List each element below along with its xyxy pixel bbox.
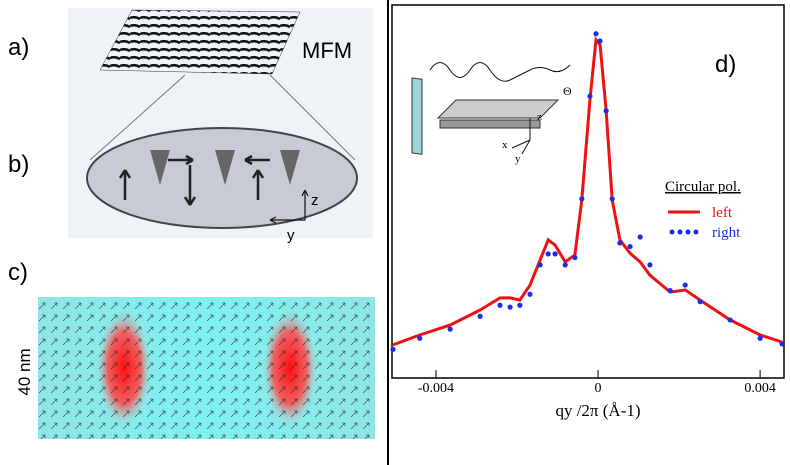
series-point: [757, 335, 763, 341]
plot: -0.004 0 0.004 left right: [390, 31, 785, 396]
vector-field: [38, 297, 375, 439]
series-point: [517, 302, 523, 308]
legend-title: Circular pol.: [665, 179, 741, 195]
series-point: [537, 262, 543, 268]
x-tick-label: 0.004: [744, 381, 776, 396]
mfm-label: MFM: [302, 38, 352, 63]
series-point: [417, 335, 423, 341]
legend-label: left: [712, 205, 733, 221]
closure-domains: [150, 150, 300, 185]
detector: [411, 77, 423, 155]
series-point: [779, 341, 785, 347]
series-point: [447, 326, 453, 332]
panel-label: b): [8, 151, 29, 178]
panel-label: c): [8, 259, 28, 286]
inset-schematic: [411, 62, 571, 155]
series-point: [552, 251, 558, 257]
series-point: [667, 287, 673, 294]
inset-axis: Θ: [563, 84, 572, 98]
x-axis-label: qy /2π (Å-1): [555, 401, 640, 420]
series-point: [647, 262, 653, 268]
series-point: [609, 196, 615, 202]
series-point: [545, 251, 551, 257]
mfm-image: [99, 9, 301, 75]
inset-axis: y: [515, 153, 521, 165]
x-tick-label: -0.004: [418, 381, 454, 396]
panel-label: a): [8, 34, 29, 61]
plot-frame: [391, 4, 785, 379]
inset-axes: [511, 118, 531, 155]
panel-ab: [68, 8, 373, 238]
inset-axis: z: [537, 111, 542, 123]
beam: [429, 62, 571, 82]
legend-swatch: [677, 229, 683, 235]
axis-z: z: [311, 192, 319, 209]
series-point: [562, 262, 568, 268]
series-point: [727, 317, 733, 323]
series-point: [587, 93, 593, 99]
sample: [436, 99, 560, 119]
series-point: [682, 282, 688, 288]
x-tick-label: 0: [595, 381, 602, 396]
legend-swatch: [685, 229, 691, 235]
series-point: [593, 31, 599, 37]
series-point: [617, 240, 623, 246]
series-point: [390, 346, 396, 352]
series-point: [627, 243, 633, 250]
scale-label: 40 nm: [15, 348, 34, 395]
series-point: [603, 108, 609, 114]
legend-swatch: [669, 229, 675, 235]
series-point: [497, 302, 503, 308]
panel-label: d): [715, 51, 736, 78]
coord-axes: [269, 189, 309, 224]
legend-label: right: [712, 225, 741, 241]
series-point: [507, 304, 513, 310]
series-point: [579, 196, 585, 202]
magnetization-arrows: [118, 154, 270, 206]
projection: [89, 74, 356, 161]
series-point: [527, 291, 533, 297]
axis-y: y: [287, 227, 295, 244]
inset-axis: x: [502, 139, 508, 151]
sample-side: [439, 119, 541, 129]
series-point: [572, 254, 578, 261]
series-point: [597, 38, 603, 44]
legend-swatch: [693, 229, 699, 235]
series-point: [697, 299, 703, 305]
series-point: [637, 234, 643, 240]
domain-ellipse: [86, 127, 358, 229]
series-line: [392, 36, 783, 347]
series-point: [477, 313, 483, 319]
